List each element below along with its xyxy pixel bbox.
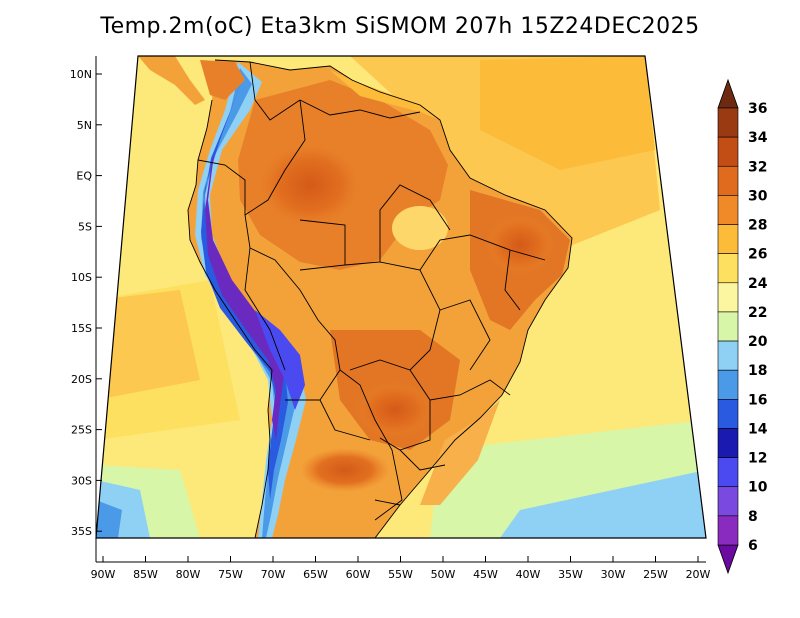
colorbar-swatch — [717, 136, 739, 167]
lat-tick-label: 35S — [71, 525, 92, 538]
lon-tick-label: 20W — [686, 568, 711, 581]
state-border-8 — [299, 219, 346, 271]
lon-tick-label: 30W — [601, 568, 626, 581]
lat-tick-label: 25S — [71, 424, 92, 437]
peru-bolivia-border — [244, 247, 286, 371]
lon-tick-label: 35W — [558, 568, 583, 581]
central-america-land — [138, 56, 205, 105]
colorbar-level-label: 22 — [748, 305, 767, 321]
colorbar-level-label: 26 — [748, 247, 767, 263]
pantanal-hotspot — [355, 382, 435, 438]
andes-range-inner — [201, 80, 288, 500]
colorbar-level-label: 8 — [748, 509, 758, 525]
lon-tick-label: 45W — [473, 568, 498, 581]
uruguay-border — [374, 499, 401, 506]
colorbar-swatch — [717, 369, 739, 400]
state-border-9 — [504, 249, 521, 311]
colorbar-level-label: 14 — [748, 421, 768, 437]
colorbar-swatch — [717, 399, 739, 429]
state-border-2 — [379, 261, 491, 371]
colorbar: 36 34 32 30 28 26 24 22 20 18 16 14 12 10 8 6 — [717, 78, 768, 575]
brazil-western-border — [244, 99, 403, 521]
lat-tick-label: 20S — [71, 373, 92, 386]
state-border-3 — [419, 234, 546, 271]
colorbar-level-label: 36 — [748, 101, 767, 117]
colorbar-level-label: 18 — [748, 363, 767, 379]
colorbar-top-arrow — [717, 78, 739, 109]
lat-tick-label: 5S — [78, 220, 92, 233]
colorbar-bottom-arrow — [717, 544, 739, 575]
ecuador-border — [197, 159, 246, 215]
south-atlantic-cold-field — [500, 470, 706, 538]
colorbar-level-label: 30 — [748, 188, 768, 204]
lon-tick-label: 65W — [303, 568, 328, 581]
lon-tick-label: 60W — [346, 568, 371, 581]
bahia-plateau-cooler — [392, 206, 448, 250]
northern-hotspot — [255, 140, 365, 230]
state-border-1 — [344, 184, 451, 266]
pacific-coastline — [187, 99, 273, 538]
colorbar-level-label: 20 — [748, 334, 768, 350]
pacific-warm-field — [96, 290, 200, 400]
longitude-axis: 90W 85W 80W 75W 70W 65W 60W 55W 50W 45W 40W 35W 30W 2… — [91, 556, 711, 581]
colorbar-swatch — [717, 311, 739, 342]
state-border-5 — [409, 369, 511, 401]
colorbar-level-label: 24 — [748, 276, 768, 292]
colorbar-level-label: 10 — [748, 480, 768, 496]
colorbar-level-label: 16 — [748, 392, 767, 408]
lat-tick-label: 15S — [71, 322, 92, 335]
colorbar-swatch — [717, 282, 739, 313]
lon-tick-label: 80W — [176, 568, 201, 581]
colorbar-swatch — [717, 195, 739, 225]
lat-tick-label: 30S — [71, 474, 92, 487]
colorbar-swatch — [717, 486, 739, 517]
colorbar-swatch — [717, 428, 739, 458]
chaco-hotspot — [300, 448, 390, 492]
andes-high-peaks — [205, 105, 284, 440]
lat-tick-label: 10N — [70, 68, 92, 81]
lon-tick-label: 70W — [261, 568, 286, 581]
colorbar-swatch — [717, 457, 739, 488]
altiplano-cold-zone — [255, 310, 305, 410]
colorbar-swatch — [717, 340, 739, 371]
lon-tick-label: 50W — [431, 568, 456, 581]
colombia-venezuela-border — [249, 61, 301, 121]
tropical-atlantic-warm-field — [480, 56, 655, 170]
colorbar-swatch — [717, 107, 739, 138]
state-border-6 — [379, 400, 431, 451]
lon-tick-label: 85W — [133, 568, 158, 581]
northeast-hotspot — [485, 215, 555, 275]
map-frame — [95, 55, 707, 539]
colorbar-swatch — [717, 165, 739, 196]
southeast-coast-cooler — [420, 400, 500, 505]
lon-tick-label: 90W — [91, 568, 116, 581]
lon-tick-label: 25W — [643, 568, 668, 581]
lat-tick-label: 10S — [71, 271, 92, 284]
colorbar-level-label: 12 — [748, 451, 767, 467]
colorbar-level-label: 6 — [748, 538, 758, 554]
latitude-axis: 10N 5N EQ 5S 10S 15S 20S 25S 30S 35S — [70, 68, 102, 538]
northern-andes-warm — [200, 60, 245, 100]
lat-tick-label: 5N — [77, 119, 92, 132]
lon-tick-label: 40W — [516, 568, 541, 581]
colorbar-swatch — [717, 515, 739, 546]
map-title: Temp.2m(oC) Eta3km SiSMOM 207h 15Z24DEC2… — [100, 14, 700, 39]
political-borders — [187, 59, 573, 538]
southeast-pacific-coldest-field — [96, 500, 122, 538]
paraguay-border — [319, 369, 371, 441]
colorbar-level-label: 32 — [748, 159, 767, 175]
colorbar-swatch — [717, 253, 739, 284]
colorbar-level-label: 28 — [748, 218, 767, 234]
map-panel — [96, 56, 706, 538]
state-border-7 — [399, 449, 446, 471]
coastline — [214, 59, 573, 538]
lat-tick-label: EQ — [76, 170, 92, 183]
colorbar-level-label: 34 — [748, 130, 768, 146]
brazil-northern-border — [299, 99, 421, 119]
lon-tick-label: 75W — [218, 568, 243, 581]
lon-tick-label: 55W — [388, 568, 413, 581]
colorbar-swatch — [717, 224, 739, 254]
